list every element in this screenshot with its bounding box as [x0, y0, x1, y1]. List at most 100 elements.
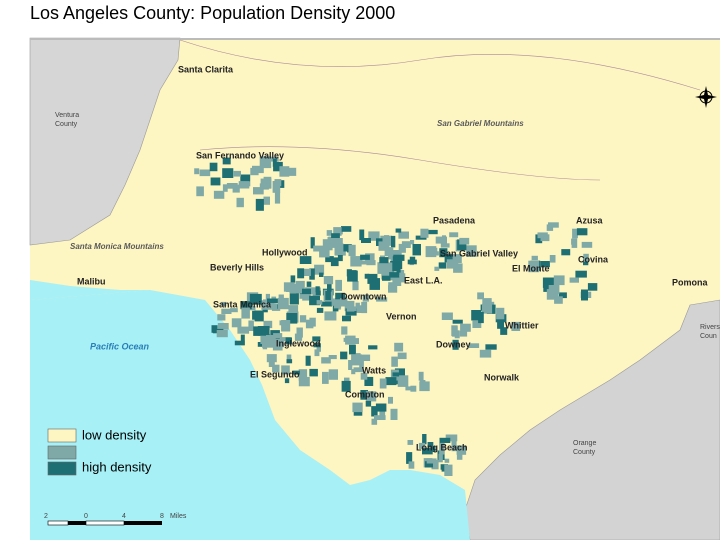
density-block — [316, 307, 324, 313]
density-block — [398, 231, 409, 239]
density-block — [379, 408, 386, 419]
density-block — [226, 183, 238, 189]
density-block — [280, 337, 291, 342]
density-block — [263, 178, 272, 189]
density-block — [535, 234, 543, 244]
density-block — [468, 343, 480, 348]
density-block — [252, 310, 264, 320]
density-block — [243, 181, 251, 187]
place-label: Hollywood — [262, 247, 308, 257]
density-block — [286, 313, 298, 324]
density-block — [352, 281, 359, 291]
density-block — [222, 184, 228, 192]
density-block — [575, 270, 587, 278]
density-block — [335, 279, 342, 291]
density-block — [369, 278, 380, 290]
density-block — [286, 167, 297, 176]
density-block — [346, 300, 355, 312]
density-block — [361, 301, 368, 314]
density-block — [477, 292, 484, 300]
density-block — [368, 345, 378, 350]
density-block — [396, 264, 401, 273]
density-block — [313, 342, 321, 348]
density-block — [361, 354, 371, 361]
density-block — [353, 367, 364, 373]
density-block — [364, 376, 374, 386]
density-block — [482, 303, 493, 314]
density-block — [571, 238, 578, 248]
density-block — [460, 323, 471, 332]
north-border — [30, 38, 720, 40]
place-label: Pomona — [672, 277, 708, 287]
density-block — [435, 236, 447, 244]
density-block — [354, 338, 359, 344]
density-block — [377, 262, 388, 274]
density-block — [500, 327, 508, 335]
density-block — [441, 312, 453, 320]
scale-label: 8 — [160, 513, 164, 520]
density-block — [343, 337, 355, 342]
density-block — [406, 452, 413, 464]
density-block — [376, 297, 388, 302]
density-block — [368, 231, 380, 241]
density-block — [452, 254, 462, 263]
density-block — [457, 239, 467, 251]
density-block — [284, 378, 290, 384]
density-block — [299, 315, 307, 323]
density-block — [390, 408, 398, 420]
density-block — [294, 333, 303, 341]
density-block — [581, 241, 593, 248]
ocean — [30, 290, 470, 540]
scale-label: Miles — [170, 513, 187, 520]
density-block — [194, 168, 200, 175]
density-block — [322, 371, 329, 384]
place-label: Long Beach — [416, 442, 468, 452]
density-block — [379, 257, 389, 264]
county-label: Rivers — [700, 324, 720, 331]
density-block — [407, 440, 414, 445]
density-block — [312, 336, 321, 342]
density-block — [249, 306, 256, 311]
density-block — [482, 298, 492, 306]
density-block — [439, 437, 451, 443]
density-block — [319, 247, 330, 258]
density-block — [272, 344, 283, 351]
density-block — [583, 253, 589, 262]
density-block — [485, 344, 497, 350]
density-block — [266, 354, 277, 363]
density-block — [288, 305, 299, 312]
density-block — [546, 224, 554, 231]
density-block — [434, 251, 439, 256]
density-block — [426, 229, 438, 235]
density-block — [325, 291, 331, 301]
density-block — [408, 461, 415, 469]
county-label: County — [55, 121, 78, 128]
density-block — [371, 418, 378, 425]
density-block — [331, 233, 340, 238]
density-block — [392, 377, 403, 385]
density-block — [405, 386, 415, 391]
density-block — [440, 243, 450, 248]
density-block — [439, 248, 448, 258]
density-block — [497, 320, 504, 329]
place-label: Whittier — [505, 320, 539, 330]
legend-label: high density — [82, 459, 152, 474]
density-block — [397, 352, 407, 360]
density-block — [233, 170, 241, 177]
density-block — [548, 285, 560, 294]
density-block — [286, 287, 291, 292]
place-label: El Monte — [512, 263, 550, 273]
density-block — [397, 270, 405, 276]
density-block — [299, 268, 311, 276]
density-block — [365, 391, 377, 402]
density-block — [328, 355, 337, 360]
place-label: Downtown — [341, 291, 387, 301]
density-block — [298, 376, 310, 387]
density-block — [439, 442, 445, 455]
density-block — [337, 252, 343, 262]
density-block — [422, 448, 433, 455]
density-block — [459, 331, 468, 337]
density-block — [281, 320, 291, 332]
